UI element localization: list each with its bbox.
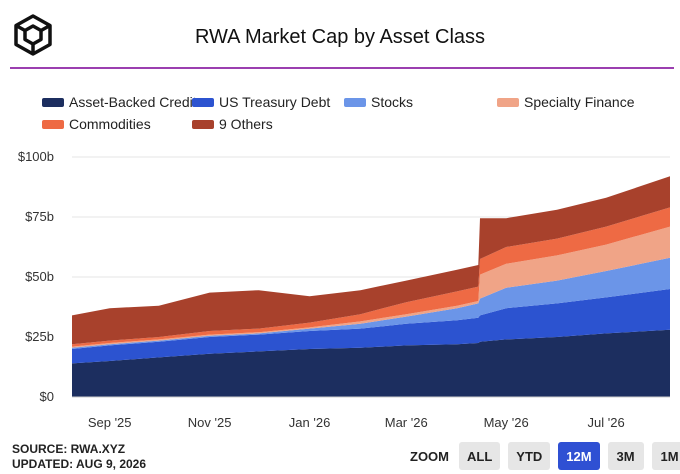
rwa-logo-icon [14,14,52,56]
legend-label: Specialty Finance [524,94,635,110]
footer-source: SOURCE: RWA.XYZ UPDATED: AUG 9, 2026 [12,442,146,472]
y-tick-label: $100b [18,149,54,164]
legend-swatch [42,97,64,107]
zoom-controls: ZOOM ALL YTD 12M 3M 1M [410,442,680,470]
zoom-ytd-button[interactable]: YTD [508,442,551,470]
updated-text: UPDATED: AUG 9, 2026 [12,457,147,471]
zoom-1m-button[interactable]: 1M [651,442,680,470]
zoom-3m-button[interactable]: 3M [607,442,644,470]
legend-label: US Treasury Debt [219,94,331,110]
legend-swatch [344,97,366,107]
legend-item-stocks[interactable]: Stocks [344,94,413,110]
legend-item-specialty-finance[interactable]: Specialty Finance [497,94,635,110]
y-tick-label: $50b [25,269,54,284]
legend-item-9-others[interactable]: 9 Others [192,116,273,132]
area-series-9-others [72,176,670,345]
y-tick-label: $0 [40,389,54,404]
y-tick-label: $75b [25,209,54,224]
chart-legend: Asset-Backed Credit US Treasury Debt Sto… [42,94,662,138]
x-tick-label: Jul '26 [588,415,625,430]
area-series-commodities [72,207,670,347]
legend-swatch [192,97,214,107]
y-tick-label: $25b [25,329,54,344]
x-tick-label: Jan '26 [289,415,331,430]
x-tick-label: Sep '25 [88,415,132,430]
x-tick-label: Nov '25 [188,415,232,430]
legend-item-asset-backed-credit[interactable]: Asset-Backed Credit [42,94,197,110]
legend-swatch [497,97,519,107]
legend-label: 9 Others [219,116,273,132]
zoom-all-button[interactable]: ALL [459,442,501,470]
legend-swatch [192,119,214,129]
header-divider [10,67,674,69]
source-text: SOURCE: RWA.XYZ [12,442,126,456]
legend-label: Asset-Backed Credit [69,94,197,110]
area-series-asset-backed-credit [72,329,670,397]
legend-item-us-treasury-debt[interactable]: US Treasury Debt [192,94,330,110]
legend-swatch [42,119,64,129]
legend-item-commodities[interactable]: Commodities [42,116,151,132]
chart-title: RWA Market Cap by Asset Class [194,26,486,48]
x-tick-label: May '26 [484,415,529,430]
chart-header: RWA Market Cap by Asset Class [0,0,680,69]
zoom-label: ZOOM [410,448,449,464]
legend-label: Stocks [371,94,414,110]
x-tick-label: Mar '26 [385,415,428,430]
zoom-12m-button[interactable]: 12M [558,442,600,470]
legend-label: Commodities [69,116,151,132]
area-series-us-treasury-debt [72,289,670,364]
area-series-stocks [72,257,670,349]
